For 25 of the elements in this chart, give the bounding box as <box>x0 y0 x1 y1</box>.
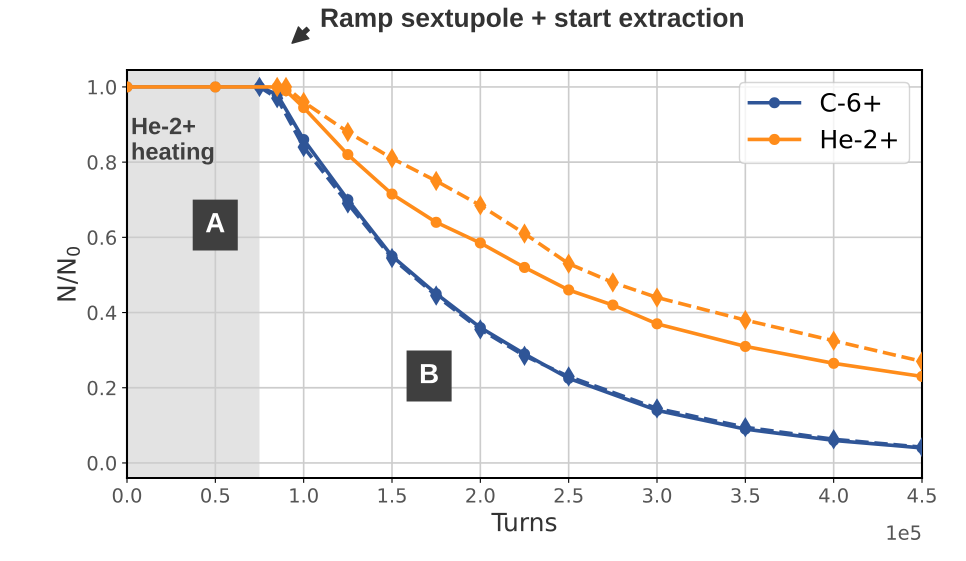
y-tick-label: 0.0 <box>88 456 116 471</box>
legend-label: He-2+ <box>822 130 897 149</box>
y-axis-title: N/N$_{0}$ <box>57 246 80 301</box>
chart-title: Ramp sextupole + start extraction <box>322 8 743 32</box>
y-tick-label: 0.4 <box>88 306 116 320</box>
text: 1e5 <box>887 526 920 540</box>
x-tick-label: 3.5 <box>731 488 760 503</box>
x-tick-label: 1.0 <box>290 488 318 503</box>
y-tick-label: 0.6 <box>88 230 116 245</box>
band-label: He-2+ heating <box>132 118 214 165</box>
x-tick-label: 0.0 <box>112 488 142 503</box>
y-tick-label: 0.2 <box>88 380 116 396</box>
x-tick-label: 2.5 <box>554 488 582 503</box>
x-tick-label: 3.0 <box>643 488 672 503</box>
y-tick-label: 0.8 <box>88 155 116 170</box>
x-axis-title: Turns <box>491 512 556 532</box>
x-tick-label: 1.5 <box>378 488 406 503</box>
annotation: B <box>420 364 438 384</box>
x-tick-label: 2.0 <box>466 488 495 503</box>
legend-label: C-6+ <box>820 92 880 112</box>
annotation: A <box>206 213 225 232</box>
y-tick-label: 1.0 <box>88 80 116 95</box>
x-tick-label: 4.0 <box>819 488 848 503</box>
x-tick-label: 0.5 <box>201 488 230 503</box>
x-tick-label: 4.5 <box>907 488 936 503</box>
